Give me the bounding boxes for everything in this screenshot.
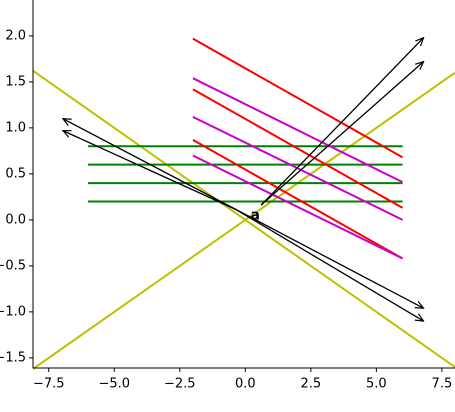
y-tick-label: 0.5 — [5, 166, 26, 181]
y-tick-label: 1.0 — [5, 120, 26, 135]
x-tick-label: 2.5 — [300, 377, 321, 392]
x-tick-label: 7.5 — [432, 377, 453, 392]
line — [32, 71, 455, 370]
line — [192, 154, 404, 260]
y-tick-label: −0.5 — [0, 258, 26, 273]
x-tick-label: −2.5 — [164, 377, 196, 392]
line — [192, 88, 404, 209]
line — [192, 138, 404, 260]
x-tick-label: −5.0 — [98, 377, 130, 392]
arrow — [260, 38, 424, 206]
y-tick-label: −1.0 — [0, 304, 26, 319]
arrow — [260, 62, 424, 206]
arrow — [63, 131, 237, 211]
line — [192, 37, 404, 159]
arrow — [236, 209, 423, 308]
y-tick-label: 2.0 — [5, 28, 26, 43]
x-tick-label: 5.0 — [366, 377, 387, 392]
line — [32, 70, 455, 368]
arrow — [236, 209, 423, 321]
annotation: a — [251, 207, 260, 223]
arrow — [63, 119, 237, 211]
x-tick-label: 0.0 — [235, 377, 256, 392]
line — [192, 115, 404, 221]
y-tick-label: 0.0 — [5, 212, 26, 227]
line — [192, 77, 404, 184]
x-tick-label: −7.5 — [33, 377, 65, 392]
y-tick-label: −1.5 — [0, 350, 26, 365]
y-tick-label: 1.5 — [5, 74, 26, 89]
